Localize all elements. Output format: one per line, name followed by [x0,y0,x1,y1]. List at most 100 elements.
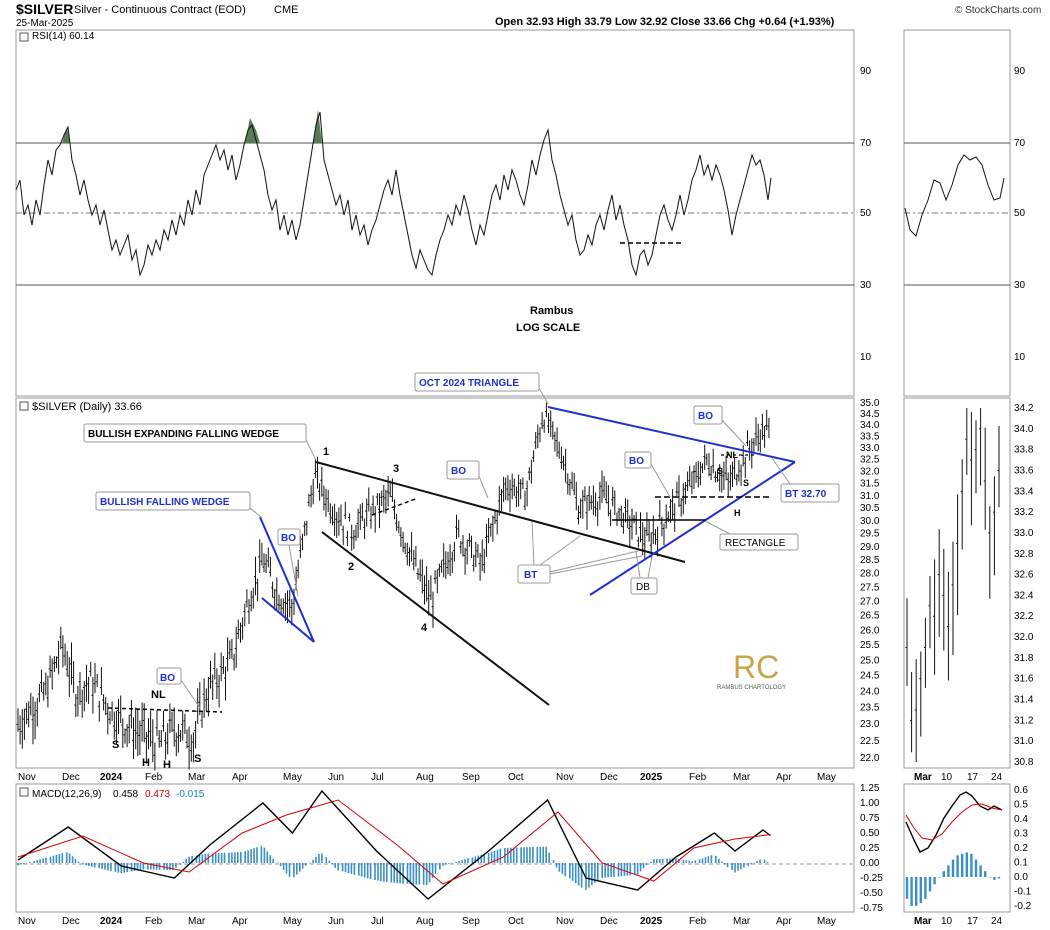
macd-histogram-bar [285,863,288,874]
macd-histogram-bar [529,847,531,863]
macd-histogram-bar [734,863,736,873]
side-price-tick: 32.0 [1014,632,1034,643]
macd-histogram-bar [369,863,372,880]
rsi-overbought-fill [245,118,260,143]
price-toggle-icon[interactable] [19,401,29,411]
side-price-tick: 31.4 [1014,695,1034,706]
macd-histogram-bar [386,863,388,882]
macd-histogram-bar [17,863,19,866]
macd-histogram-bar [363,863,366,878]
month-label: Oct [508,772,524,783]
macd-histogram-bar [448,863,450,864]
wave-1: 1 [323,446,329,458]
month-label: Sep [462,772,480,783]
side-month-label: 17 [967,772,979,783]
triangle-lower-line [589,461,796,596]
macd-histogram-bar [234,852,236,863]
price-label: $SILVER (Daily) 33.66 [32,401,142,413]
macd-histogram-bar [195,855,198,863]
price-tick: 32.5 [860,455,880,466]
macd-histogram-bar [377,863,379,881]
macd-histogram-bar [318,853,320,863]
rsi-toggle-icon[interactable] [19,32,29,42]
price-tick: 27.0 [860,596,880,607]
macd-histogram-bar [39,859,41,863]
macd-histogram-bar [698,859,701,863]
macd-histogram-bar [296,863,298,875]
macd-histogram-bar [520,847,522,863]
macd-histogram-bar [101,863,103,869]
rsi-label: RSI(14) 60.14 [32,31,95,42]
macd-histogram-bar [315,856,317,863]
macd-histogram-bar [656,858,658,863]
macd-histogram-bar [626,863,629,876]
macd-histogram-bar [633,863,636,875]
price-tick: 22.0 [860,753,880,764]
macd-histogram-bar [91,863,93,867]
month-label: Dec [62,772,80,783]
side-macd-histogram-bar [933,877,936,885]
scale-note: LOG SCALE [516,322,580,334]
month-label: Aug [416,916,434,927]
macd-histogram-bar [250,849,252,863]
macd-histogram-bar [617,863,620,877]
macd-histogram-bar [253,848,255,863]
macd-histogram-bar [571,863,574,881]
side-rsi-line [904,154,1005,237]
author-note: Rambus [530,305,573,317]
macd-histogram-bar [301,863,304,869]
macd-histogram-bar [682,859,685,863]
side-macd-tick: -0.1 [1014,887,1032,898]
macd-histogram-bar [347,863,350,873]
bt-text: BT [524,570,537,581]
macd-histogram-bar [341,863,344,872]
macd-histogram-bar [669,858,671,863]
month-label: May [283,916,302,927]
macd-histogram-bar [269,855,272,863]
macd-histogram-bar [350,863,353,874]
macd-histogram-bar [29,861,31,863]
h-label: H [734,508,741,518]
month-label: Feb [145,772,163,783]
side-macd-tick: 0.4 [1014,814,1028,825]
macd-histogram-bar [422,863,425,885]
macd-histogram-bar [688,860,691,863]
price-tick: 31.5 [860,479,880,490]
month-label: Mar [733,772,751,783]
month-label: Feb [689,772,707,783]
price-tick: 25.0 [860,655,880,666]
side-price-tick: 33.8 [1014,445,1034,456]
macd-histogram-bar [636,863,639,875]
side-macd-frame [903,783,1011,913]
month-label: Nov [556,772,574,783]
month-label: Jun [328,916,344,927]
macd-histogram-bar [61,853,64,863]
macd-histogram-bar [179,863,182,865]
macd-histogram-bar [344,863,347,873]
macd-histogram-bar [763,859,766,863]
side-price-tick: 34.2 [1014,403,1034,414]
nl-label: NL [151,689,166,701]
macd-histogram-bar [610,863,612,878]
side-macd-histogram-bar [942,871,945,877]
side-month-label: 10 [941,772,953,783]
month-label: May [817,916,836,927]
macd-histogram-bar [743,863,745,868]
h-label: H [163,759,171,771]
side-macd-histogram-bar [997,877,1001,879]
macd-tick: 1.25 [860,783,880,794]
rsi-tick: 10 [860,352,872,363]
month-label: Aug [416,772,434,783]
side-signal-line [905,803,1003,841]
macd-toggle-icon[interactable] [19,787,29,797]
macd-histogram-bar [650,861,652,863]
price-tick: 34.5 [860,409,880,420]
macd-tick: 0.50 [860,828,880,839]
month-label: Mar [733,916,751,927]
macd-histogram-bar [425,863,428,885]
macd-histogram-bar [182,861,184,863]
macd-histogram-bar [678,859,680,863]
consolidation-line [371,497,419,516]
macd-histogram-bar [396,863,398,884]
macd-tick: -0.50 [860,888,883,899]
